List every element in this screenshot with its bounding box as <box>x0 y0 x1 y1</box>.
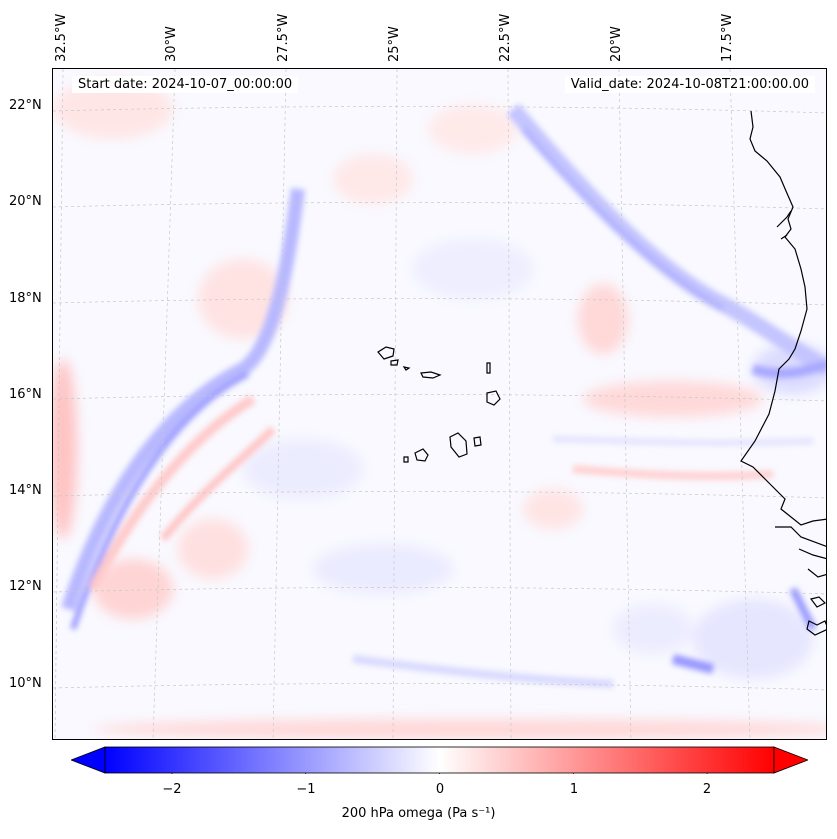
lon-label-30w: 30°W <box>164 26 179 62</box>
lat-label-16n: 16°N <box>9 387 42 402</box>
african-coastline <box>740 110 826 636</box>
lon-label-27-5w: 27.5°W <box>276 13 291 62</box>
colorbar-extend-low <box>71 746 106 774</box>
omega-field-map <box>53 69 826 739</box>
lon-label-17-5w: 17.5°W <box>720 13 735 62</box>
colorbar-tick-1: 1 <box>569 782 579 797</box>
lat-label-20n: 20°N <box>9 194 42 209</box>
lon-label-25w: 25°W <box>387 26 402 62</box>
colorbar <box>71 746 808 774</box>
colorbar-tick-minus2: −2 <box>162 782 182 797</box>
lat-label-22n: 22°N <box>9 98 42 113</box>
map-panel[interactable] <box>52 68 827 740</box>
lat-label-12n: 12°N <box>9 579 42 594</box>
colorbar-tick-0: 0 <box>435 782 445 797</box>
colorbar-tick-minus1: −1 <box>296 782 316 797</box>
graticule <box>53 69 826 739</box>
lat-label-18n: 18°N <box>9 291 42 306</box>
omega-field-blobs <box>53 79 826 739</box>
lat-label-10n: 10°N <box>9 676 42 691</box>
colorbar-label: 200 hPa omega (Pa s⁻¹) <box>341 806 496 821</box>
colorbar-extend-high <box>773 746 808 774</box>
lat-label-14n: 14°N <box>9 483 42 498</box>
start-date-label: Start date: 2024-10-07_00:00:00 <box>72 76 299 93</box>
valid-date-label: Valid_date: 2024-10-08T21:00:00.00 <box>564 76 815 93</box>
lon-label-20w: 20°W <box>609 26 624 62</box>
colorbar-gradient <box>104 746 775 774</box>
omega-bands <box>61 103 826 688</box>
lon-label-22-5w: 22.5°W <box>498 13 513 62</box>
lon-label-32-5w: 32.5°W <box>54 13 69 62</box>
colorbar-tick-2: 2 <box>702 782 712 797</box>
cabo-verde-islands <box>377 346 501 463</box>
